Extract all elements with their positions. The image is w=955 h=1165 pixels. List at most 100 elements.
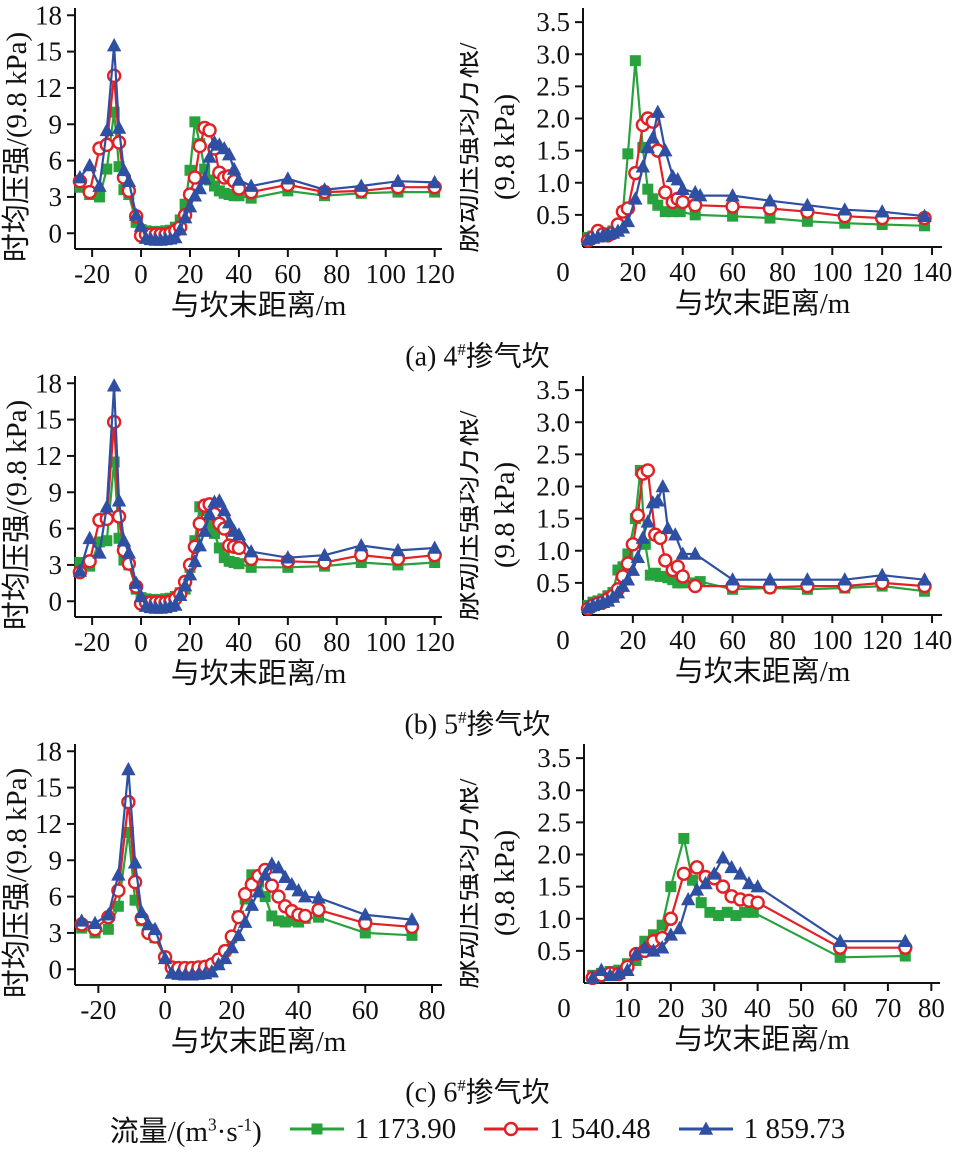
- svg-text:0: 0: [134, 627, 148, 657]
- svg-text:40: 40: [285, 995, 312, 1025]
- legend-label: 1 540.48: [549, 1112, 651, 1145]
- svg-text:2.5: 2.5: [537, 807, 571, 837]
- svg-text:60: 60: [719, 625, 746, 655]
- legend-label: 1 859.73: [743, 1112, 846, 1145]
- svg-text:9: 9: [49, 109, 63, 139]
- svg-text:1.5: 1.5: [536, 136, 570, 166]
- svg-text:120: 120: [414, 259, 455, 289]
- svg-text:与坎末距离/m: 与坎末距离/m: [171, 1025, 347, 1058]
- caption-b: (b) 5#掺气坎: [404, 708, 551, 741]
- hash-superscript: #: [457, 1076, 466, 1095]
- svg-text:15: 15: [35, 773, 62, 803]
- chart-c-left-time-avg-pressure: 0 3 6 9 12 15 18 -20 0 20 40 60 80 与坎末距离/m 时均压强/(9.8 k…: [0, 738, 445, 1058]
- svg-text:时均压强/(9.8 kPa): 时均压强/(9.8 kPa): [0, 400, 33, 630]
- svg-text:与坎末距离/m: 与坎末距离/m: [171, 657, 347, 690]
- svg-text:12: 12: [35, 73, 62, 103]
- svg-text:30: 30: [701, 993, 728, 1023]
- legend: 流量/(m3·s-1) 1 173.90 1 540.48 1 859.73: [0, 1106, 955, 1152]
- legend-marker-blue-triangle-icon: [678, 1121, 733, 1135]
- svg-text:100: 100: [365, 259, 406, 289]
- panel-row-b: 0 3 6 9 12 15 18 -20 0 20 40 60 80 100 120 与坎末距离/m 时均压强/…: [0, 370, 955, 741]
- svg-text:与坎末距离/m: 与坎末距离/m: [675, 655, 851, 688]
- svg-text:2.0: 2.0: [536, 472, 570, 502]
- svg-text:40: 40: [669, 257, 696, 287]
- svg-text:80: 80: [323, 627, 350, 657]
- svg-text:2.5: 2.5: [536, 71, 570, 101]
- panel-row-a: 0 3 6 9 12 15 18 -20 0 20 40 60 80 100 120 与坎末距离/m 时均压强/…: [0, 2, 955, 373]
- svg-text:12: 12: [35, 441, 62, 471]
- svg-text:0: 0: [134, 259, 148, 289]
- svg-text:60: 60: [274, 259, 301, 289]
- svg-text:120: 120: [862, 625, 903, 655]
- svg-text:60: 60: [352, 995, 379, 1025]
- svg-text:1.0: 1.0: [537, 904, 571, 934]
- svg-text:100: 100: [812, 625, 853, 655]
- svg-text:与坎末距离/m: 与坎末距离/m: [674, 1023, 850, 1056]
- svg-text:0: 0: [49, 954, 63, 984]
- svg-text:-20: -20: [74, 259, 110, 289]
- svg-text:9: 9: [49, 477, 63, 507]
- svg-text:120: 120: [414, 627, 455, 657]
- svg-text:20: 20: [619, 625, 646, 655]
- svg-text:100: 100: [812, 257, 853, 287]
- svg-text:3: 3: [49, 550, 63, 580]
- hash-superscript: #: [458, 708, 467, 727]
- svg-text:0: 0: [556, 625, 570, 655]
- svg-text:(9.8 kPa): (9.8 kPa): [489, 830, 521, 936]
- svg-text:18: 18: [35, 738, 62, 766]
- svg-text:0: 0: [49, 218, 63, 248]
- svg-text:0: 0: [49, 586, 63, 616]
- svg-text:6: 6: [49, 514, 63, 544]
- legend-label: 1 173.90: [354, 1112, 457, 1145]
- caption-a: (a) 4#掺气坎: [405, 340, 550, 373]
- caption-c: (c) 6#掺气坎: [405, 1076, 550, 1109]
- legend-marker-green-square-icon: [289, 1123, 344, 1135]
- svg-text:3: 3: [49, 182, 63, 212]
- svg-text:0.5: 0.5: [537, 936, 571, 966]
- svg-text:40: 40: [669, 625, 696, 655]
- legend-item-red: 1 540.48: [482, 1113, 651, 1146]
- svg-text:80: 80: [769, 625, 796, 655]
- svg-text:20: 20: [176, 259, 203, 289]
- svg-text:(9.8 kPa): (9.8 kPa): [489, 462, 521, 568]
- svg-text:15: 15: [35, 405, 62, 435]
- svg-text:0.5: 0.5: [536, 568, 570, 598]
- svg-text:80: 80: [418, 995, 445, 1025]
- svg-text:2.0: 2.0: [536, 104, 570, 134]
- svg-text:3.5: 3.5: [537, 743, 571, 773]
- panel-row-c: 0 3 6 9 12 15 18 -20 0 20 40 60 80 与坎末距离/m 时均压强/(9.8 k…: [0, 738, 955, 1109]
- svg-text:3.5: 3.5: [536, 375, 570, 405]
- svg-text:60: 60: [274, 627, 301, 657]
- svg-text:140: 140: [912, 257, 953, 287]
- svg-text:10: 10: [614, 993, 641, 1023]
- svg-text:80: 80: [769, 257, 796, 287]
- svg-text:3: 3: [49, 918, 63, 948]
- svg-text:时均压强/(9.8 kPa): 时均压强/(9.8 kPa): [0, 768, 33, 998]
- svg-text:60: 60: [831, 993, 858, 1023]
- svg-text:(9.8 kPa): (9.8 kPa): [489, 94, 521, 200]
- legend-title: 流量/(m3·s-1): [109, 1114, 262, 1148]
- svg-text:1.5: 1.5: [537, 872, 571, 902]
- chart-c-right-rms-pressure: 0.51.01.52.02.53.03.5 10 20 30 40 50 60 70 80 0 与坎…: [460, 743, 945, 1056]
- svg-text:-20: -20: [80, 995, 116, 1025]
- svg-text:3.0: 3.0: [537, 775, 571, 805]
- svg-text:18: 18: [35, 2, 62, 30]
- chart-a-right-rms-pressure: 0.51.01.52.02.53.03.5 20 40 60 80 100 120 140 0 与…: [460, 7, 953, 320]
- svg-text:20: 20: [218, 995, 245, 1025]
- chart-b-left-time-avg-pressure: 0 3 6 9 12 15 18 -20 0 20 40 60 80 100 120 与坎末距离/m 时均压强/…: [0, 370, 455, 690]
- svg-text:40: 40: [225, 259, 252, 289]
- svg-text:6: 6: [49, 146, 63, 176]
- svg-text:20: 20: [176, 627, 203, 657]
- svg-text:50: 50: [788, 993, 815, 1023]
- svg-text:脉动压强均方根/: 脉动压强均方根/: [460, 409, 483, 621]
- svg-text:40: 40: [744, 993, 771, 1023]
- svg-text:0: 0: [158, 995, 172, 1025]
- svg-text:与坎末距离/m: 与坎末距离/m: [675, 287, 851, 320]
- svg-text:脉动压强均方根/: 脉动压强均方根/: [460, 41, 483, 253]
- svg-text:0: 0: [556, 257, 570, 287]
- svg-text:18: 18: [35, 370, 62, 398]
- svg-text:9: 9: [49, 845, 63, 875]
- svg-text:3.0: 3.0: [536, 407, 570, 437]
- svg-text:80: 80: [918, 993, 945, 1023]
